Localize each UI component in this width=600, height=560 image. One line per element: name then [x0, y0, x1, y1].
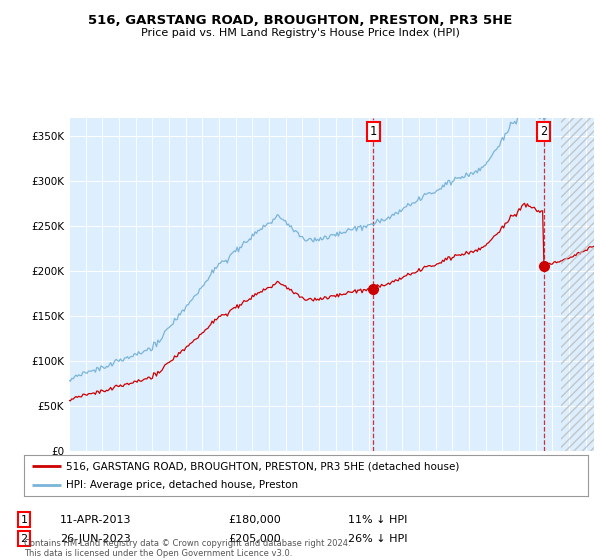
Text: 26-JUN-2023: 26-JUN-2023 [60, 534, 131, 544]
Text: HPI: Average price, detached house, Preston: HPI: Average price, detached house, Pres… [66, 480, 298, 489]
Text: Price paid vs. HM Land Registry's House Price Index (HPI): Price paid vs. HM Land Registry's House … [140, 28, 460, 38]
Text: 2: 2 [540, 125, 547, 138]
Text: 2: 2 [20, 534, 28, 544]
Text: 11-APR-2013: 11-APR-2013 [60, 515, 131, 525]
Text: Contains HM Land Registry data © Crown copyright and database right 2024.
This d: Contains HM Land Registry data © Crown c… [24, 539, 350, 558]
Text: 516, GARSTANG ROAD, BROUGHTON, PRESTON, PR3 5HE (detached house): 516, GARSTANG ROAD, BROUGHTON, PRESTON, … [66, 461, 460, 471]
Text: 11% ↓ HPI: 11% ↓ HPI [348, 515, 407, 525]
Text: 516, GARSTANG ROAD, BROUGHTON, PRESTON, PR3 5HE: 516, GARSTANG ROAD, BROUGHTON, PRESTON, … [88, 14, 512, 27]
Text: £180,000: £180,000 [228, 515, 281, 525]
Text: 1: 1 [370, 125, 377, 138]
Text: £205,000: £205,000 [228, 534, 281, 544]
Text: 26% ↓ HPI: 26% ↓ HPI [348, 534, 407, 544]
Text: 1: 1 [20, 515, 28, 525]
